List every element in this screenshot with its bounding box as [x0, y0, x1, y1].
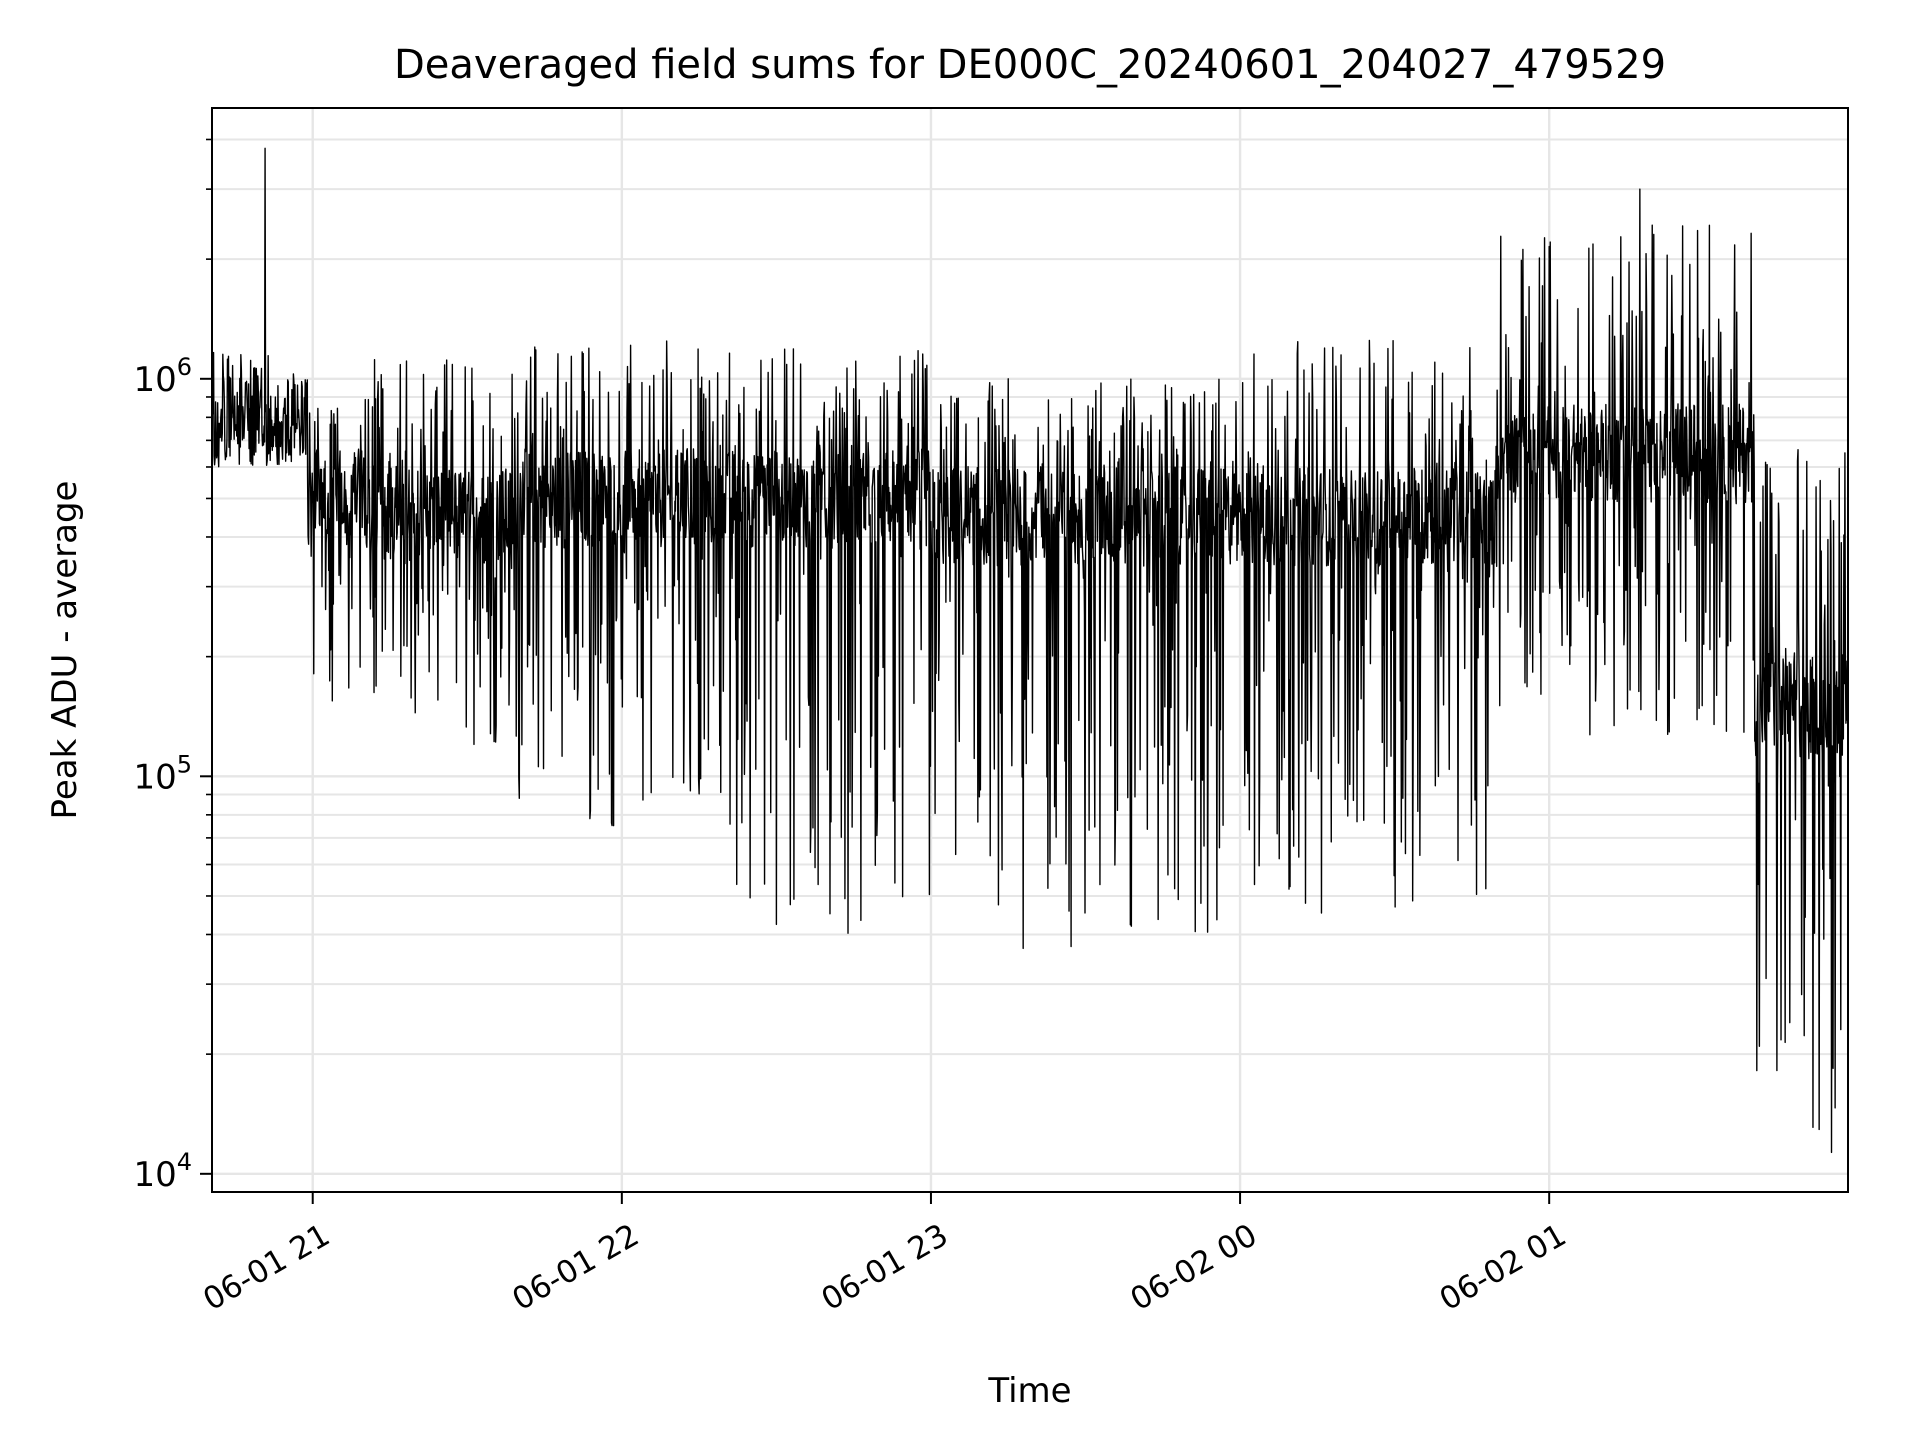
y-tick-label: 104 [133, 1148, 192, 1195]
x-axis-label: Time [987, 1371, 1071, 1411]
x-tick-label: 06-01 23 [815, 1217, 954, 1318]
y-axis-label: Peak ADU - average [45, 481, 85, 820]
chart-title: Deaveraged field sums for DE000C_2024060… [394, 42, 1666, 88]
grid-layer [212, 108, 1848, 1192]
y-tick-label: 106 [133, 353, 192, 400]
series-line [211, 147, 1849, 1154]
y-tick-label: 105 [133, 750, 192, 797]
x-tick-label: 06-02 01 [1434, 1217, 1573, 1318]
x-tick-label: 06-01 22 [506, 1217, 645, 1318]
x-tick-label: 06-01 21 [197, 1217, 336, 1318]
series-layer [211, 147, 1849, 1154]
x-tick-label: 06-02 00 [1125, 1217, 1264, 1318]
plot-frame [211, 107, 1849, 1193]
